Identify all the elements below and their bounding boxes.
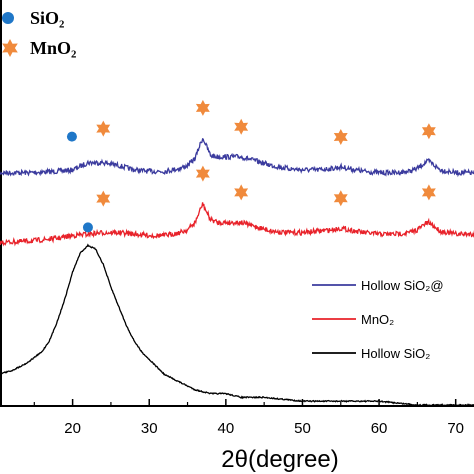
- mno2-peak-marker: [96, 120, 111, 137]
- x-tick-label: 70: [447, 420, 464, 437]
- plot-frame: [0, 0, 474, 407]
- legend-label: Hollow SiO₂: [361, 346, 430, 361]
- mno2-peak-marker: [234, 184, 249, 201]
- x-tick-label: 50: [294, 420, 311, 437]
- legend-label: MnO₂: [361, 312, 394, 327]
- peak-marker-layer: [66, 99, 436, 233]
- mno2-legend-icon: [2, 39, 18, 57]
- x-tick-label: 60: [371, 420, 388, 437]
- x-tick-label: 20: [64, 420, 81, 437]
- sio2-legend-label: SiO₂: [30, 8, 64, 28]
- x-tick-label: 30: [141, 420, 158, 437]
- mno2-peak-marker: [234, 118, 249, 135]
- x-tick-label: 40: [218, 420, 235, 437]
- series-line-hollowsio: [0, 243, 474, 407]
- series-line-hollowsio: [0, 138, 474, 178]
- sio2-peak-marker: [82, 222, 93, 233]
- mno2-peak-marker: [421, 184, 436, 201]
- mno2-peak-marker: [333, 190, 348, 207]
- x-axis-title: 2θ(degree): [221, 446, 338, 473]
- series-line-mno: [0, 202, 474, 247]
- mno2-peak-marker: [96, 190, 111, 207]
- sio2-peak-marker: [66, 131, 77, 142]
- line-legend: Hollow SiO₂@ MnO₂ Hollow SiO₂: [312, 278, 444, 361]
- mno2-peak-marker: [195, 165, 210, 182]
- mno2-legend-label: MnO₂: [30, 38, 76, 58]
- series-layer: [0, 138, 474, 407]
- mno2-peak-marker: [333, 129, 348, 145]
- x-axis: 20 30 40 50 60 70: [33, 399, 464, 437]
- mno2-peak-marker: [195, 99, 210, 116]
- legend-label: Hollow SiO₂@: [361, 278, 444, 293]
- marker-legend: SiO₂ MnO₂: [2, 8, 76, 58]
- sio2-legend-icon: [2, 12, 14, 24]
- mno2-peak-marker: [421, 123, 436, 140]
